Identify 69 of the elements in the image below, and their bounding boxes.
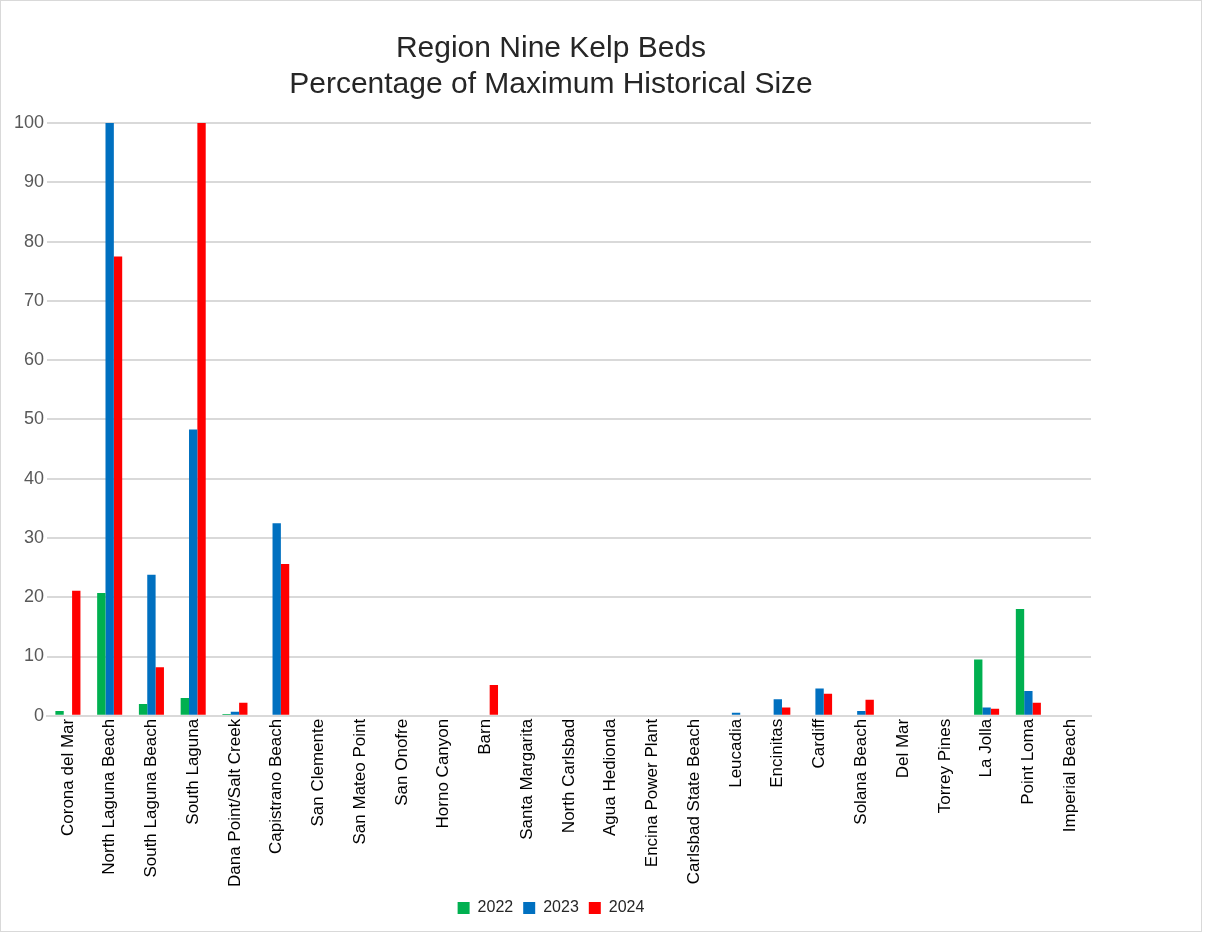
y-tick-label: 100	[13, 111, 45, 132]
x-tick-label: Del Mar	[892, 718, 912, 779]
x-tick-label: Leucadia	[725, 718, 745, 788]
bar	[155, 667, 164, 715]
bar	[857, 711, 866, 715]
x-tick-label: Torrey Pines	[934, 718, 954, 814]
x-tick-label: Capistrano Beach	[266, 718, 286, 854]
legend-label: 2024	[608, 898, 645, 916]
bar	[97, 593, 106, 715]
bar	[865, 699, 874, 715]
bar	[272, 523, 281, 715]
x-tick-label: Agua Hedionda	[600, 718, 620, 837]
bar	[823, 693, 833, 715]
x-tick-label: Encina Power Plant	[642, 718, 662, 868]
bar	[180, 698, 190, 715]
y-tick-label: 90	[24, 171, 45, 192]
x-tick-label: Santa Margarita	[516, 718, 536, 840]
y-tick-label: 80	[24, 230, 45, 251]
x-tick-label: North Carlsbad	[558, 718, 578, 834]
x-tick-label: Horno Canyon	[433, 718, 453, 829]
bar	[113, 256, 123, 715]
x-tick-label: Cardiff	[809, 718, 829, 769]
x-tick-label: Dana Point/Salt Creek	[224, 718, 244, 887]
y-tick-label: 70	[24, 289, 45, 310]
x-tick-label: San Clemente	[308, 718, 328, 827]
x-tick-label: South Laguna Beach	[141, 718, 161, 878]
x-tick-label: Encinitas	[767, 718, 787, 788]
bar	[974, 659, 983, 715]
bar	[189, 429, 198, 715]
bar	[773, 699, 782, 715]
bar	[239, 702, 248, 715]
bar	[1024, 690, 1033, 715]
bar	[280, 564, 290, 715]
bar	[1032, 702, 1041, 715]
y-tick-label: 30	[24, 526, 45, 547]
x-tick-label: South Laguna	[182, 718, 202, 825]
x-tick-label: Corona del Mar	[57, 718, 77, 836]
bar	[138, 703, 148, 715]
y-tick-label: 60	[24, 349, 45, 370]
y-tick-label: 20	[24, 586, 45, 607]
bar	[197, 123, 206, 715]
bar	[990, 708, 1000, 715]
x-tick-label: San Onofre	[391, 718, 411, 806]
x-tick-label: San Mateo Point	[349, 718, 369, 845]
y-tick-label: 40	[24, 467, 45, 488]
bar	[72, 590, 81, 715]
y-tick-label: 50	[24, 408, 45, 429]
y-tick-label: 0	[34, 704, 45, 725]
x-tick-label: Carlsbad State Beach	[683, 718, 703, 885]
legend-label: 2023	[543, 898, 579, 916]
x-tick-label: Point Loma	[1018, 718, 1038, 805]
text: Percentage of Maximum Historical Size	[289, 66, 813, 100]
bar	[1015, 609, 1025, 715]
x-tick-label: La Jolla	[976, 718, 996, 778]
bar	[781, 707, 791, 715]
bar	[55, 711, 64, 715]
y-tick-label: 10	[24, 645, 45, 666]
bar	[105, 123, 114, 715]
x-tick-label: Barn	[475, 718, 495, 755]
bar	[489, 684, 499, 715]
text: Region Nine Kelp Beds	[395, 30, 707, 64]
x-tick-label: Imperial Beach	[1059, 718, 1079, 833]
bar	[815, 688, 824, 715]
bar	[982, 707, 991, 715]
x-tick-label: Solana Beach	[851, 718, 871, 825]
legend-label: 2022	[477, 898, 514, 916]
bar	[230, 711, 240, 715]
x-tick-label: North Laguna Beach	[99, 718, 119, 875]
bar	[147, 574, 156, 715]
